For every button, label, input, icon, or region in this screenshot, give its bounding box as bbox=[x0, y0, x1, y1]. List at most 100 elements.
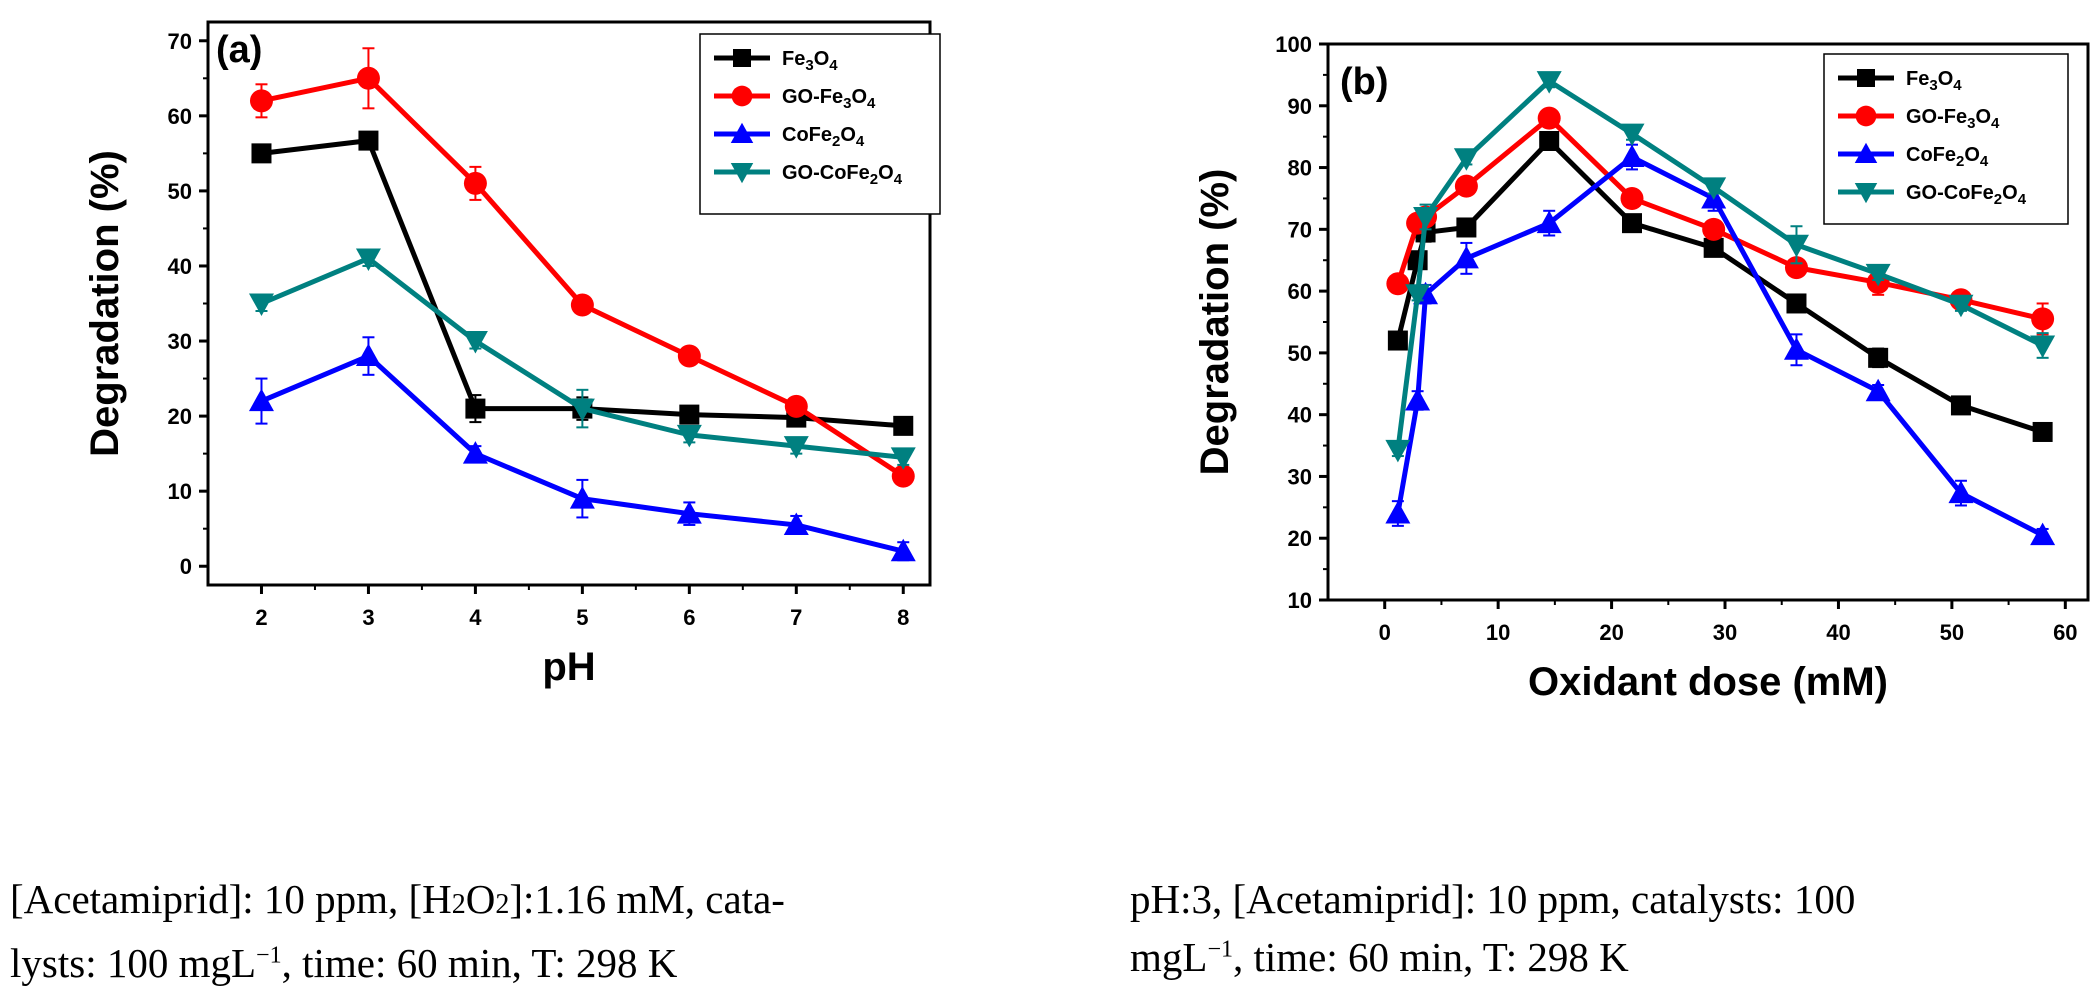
caption-a-line-1: [Acetamiprid]: 10 ppm, [H2O2]:1.16 mM, c… bbox=[10, 876, 785, 922]
legend-marker bbox=[1857, 69, 1875, 87]
y-tick-label: 10 bbox=[1288, 588, 1312, 613]
y-axis-label: Degradation (%) bbox=[1193, 169, 1237, 476]
data-point bbox=[248, 388, 274, 412]
series-GO-Fe3O4 bbox=[249, 47, 915, 488]
data-point bbox=[1385, 439, 1411, 463]
legend-subscript: 2 bbox=[832, 133, 840, 150]
data-point bbox=[890, 538, 916, 562]
legend-marker bbox=[1855, 105, 1877, 127]
series-Fe3O4 bbox=[1387, 130, 2053, 442]
series-line bbox=[260, 353, 904, 554]
legend-label: CoFe2O4 bbox=[782, 124, 865, 150]
legend-subscript: 4 bbox=[1991, 115, 2000, 132]
data-point bbox=[1405, 387, 1431, 411]
data-point bbox=[783, 436, 809, 459]
y-tick-label: 70 bbox=[1288, 217, 1312, 242]
data-point bbox=[679, 404, 700, 425]
panel-b: 0 10 20 30 40 50 60 10 20 30 40 50 60 70 80 90 100 Oxidan… bbox=[1193, 32, 2090, 704]
legend-label: GO-Fe3O4 bbox=[1906, 106, 2000, 132]
legend-label: CoFe2O4 bbox=[1906, 144, 1989, 170]
legend-marker bbox=[733, 49, 751, 67]
data-point bbox=[1619, 123, 1645, 147]
data-point bbox=[1456, 217, 1477, 238]
data-point bbox=[1386, 272, 1410, 296]
data-point bbox=[2031, 307, 2055, 331]
data-point bbox=[677, 344, 701, 368]
legend-label: GO-CoFe2O4 bbox=[1906, 182, 2027, 208]
data-point bbox=[1453, 148, 1479, 171]
data-point bbox=[1783, 337, 1809, 360]
data-point bbox=[1405, 284, 1431, 307]
legend-label: Fe3O4 bbox=[1906, 68, 1962, 94]
x-tick-label: 4 bbox=[469, 605, 482, 630]
data-point bbox=[784, 394, 808, 418]
legend-subscript: 2 bbox=[1994, 191, 2002, 208]
data-point bbox=[890, 447, 916, 470]
x-tick-label: 6 bbox=[683, 605, 695, 630]
data-point bbox=[356, 66, 380, 90]
data-point bbox=[1454, 174, 1478, 198]
legend-text: O bbox=[1938, 68, 1954, 90]
data-point bbox=[462, 331, 488, 354]
y-tick-label: 40 bbox=[1288, 403, 1312, 428]
legend-marker bbox=[730, 122, 754, 143]
legend-text: GO-CoFe bbox=[1906, 182, 1994, 204]
data-point bbox=[1385, 501, 1411, 524]
data-point bbox=[893, 415, 914, 436]
y-tick-label: 60 bbox=[1288, 279, 1312, 304]
y-axis-label: Degradation (%) bbox=[83, 150, 127, 457]
legend-text: O bbox=[1964, 144, 1980, 166]
data-point bbox=[463, 171, 487, 195]
x-tick-label: 30 bbox=[1713, 620, 1737, 645]
data-point bbox=[1701, 177, 1727, 200]
x-axis-label: pH bbox=[542, 645, 595, 689]
legend-subscript: 4 bbox=[829, 57, 838, 74]
legend-subscript: 3 bbox=[843, 95, 851, 112]
data-point bbox=[1868, 347, 1889, 368]
legend-marker bbox=[1854, 142, 1878, 163]
data-point bbox=[1865, 378, 1891, 402]
data-point bbox=[891, 464, 915, 488]
legend-subscript: 3 bbox=[805, 57, 813, 74]
data-point bbox=[1407, 250, 1428, 271]
data-point bbox=[2032, 421, 2053, 442]
data-point bbox=[783, 512, 809, 535]
data-point bbox=[248, 293, 274, 316]
legend-text: GO-CoFe bbox=[782, 162, 870, 184]
legend-subscript: 4 bbox=[1953, 77, 1962, 94]
data-point bbox=[1948, 480, 1974, 504]
legend-text: O bbox=[1975, 106, 1991, 128]
data-point bbox=[1537, 106, 1561, 130]
legend-marker bbox=[730, 163, 754, 184]
legend-subscript: 4 bbox=[894, 171, 903, 188]
data-point bbox=[465, 398, 486, 419]
legend-subscript: 2 bbox=[870, 171, 878, 188]
data-point bbox=[1950, 395, 1971, 416]
legend-label: GO-Fe3O4 bbox=[782, 86, 876, 112]
series-CoFe2O4 bbox=[1385, 143, 2056, 546]
y-tick-label: 30 bbox=[168, 329, 192, 354]
data-point bbox=[1703, 237, 1724, 258]
legend-subscript: 4 bbox=[867, 95, 876, 112]
caption-a: [Acetamiprid]: 10 ppm, [H2O2]:1.16 mM, c… bbox=[10, 870, 785, 992]
y-tick-label: 0 bbox=[180, 554, 192, 579]
data-point bbox=[1620, 186, 1644, 210]
legend-subscript: 4 bbox=[856, 133, 865, 150]
y-tick-label: 50 bbox=[168, 179, 192, 204]
legend-marker bbox=[1854, 183, 1878, 204]
data-point bbox=[355, 343, 381, 367]
legend-subscript: 3 bbox=[1929, 77, 1937, 94]
y-tick-label: 60 bbox=[168, 104, 192, 129]
data-point bbox=[1539, 130, 1560, 151]
caption-b-line-2: mgL−1, time: 60 min, T: 298 K bbox=[1130, 934, 1629, 980]
y-tick-label: 20 bbox=[168, 404, 192, 429]
x-tick-label: 60 bbox=[2053, 620, 2077, 645]
y-tick-label: 30 bbox=[1288, 464, 1312, 489]
legend-text: O bbox=[840, 124, 856, 146]
data-point bbox=[355, 248, 381, 271]
data-point bbox=[676, 424, 702, 448]
data-point bbox=[1783, 234, 1809, 258]
